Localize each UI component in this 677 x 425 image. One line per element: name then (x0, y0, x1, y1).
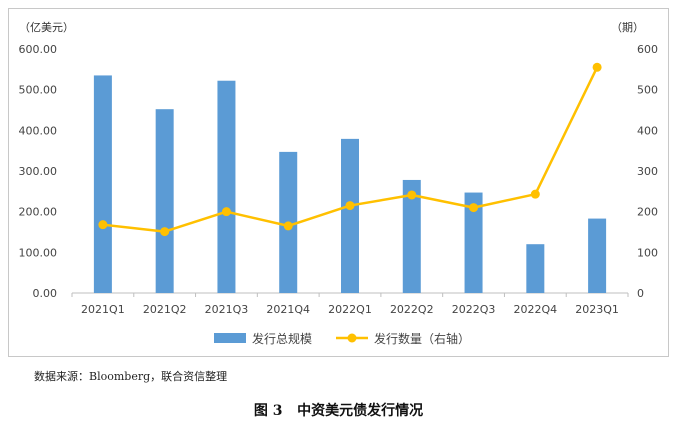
left-tick-label: 400.00 (19, 124, 58, 137)
right-axis-unit: （期） (611, 21, 644, 34)
x-tick-label: 2022Q1 (328, 303, 372, 316)
chart-frame: （亿美元） （期） 0.00 100.00 200.00 300.00 400.00 500.… (8, 8, 669, 357)
x-tick-label: 2021Q3 (205, 303, 249, 316)
bar-issuance-size (526, 244, 545, 293)
legend-bar-swatch (214, 333, 246, 343)
legend-line-marker (347, 333, 357, 343)
line-point (407, 190, 417, 200)
x-tick-label: 2022Q2 (390, 303, 434, 316)
x-tick-label: 2021Q1 (81, 303, 125, 316)
bar-issuance-size (93, 75, 112, 293)
chart-plot: （亿美元） （期） 0.00 100.00 200.00 300.00 400.00 500.… (19, 21, 659, 346)
bar-issuance-size (341, 138, 359, 293)
source-note: 数据来源：Bloomberg，联合资信整理 (34, 370, 228, 383)
x-tick-label: 2022Q3 (452, 303, 496, 316)
line-point (592, 62, 602, 72)
x-tick-label: 2023Q1 (575, 303, 619, 316)
right-tick-label: 200 (637, 206, 658, 219)
left-tick-label: 200.00 (19, 206, 58, 219)
right-tick-label: 400 (637, 124, 658, 137)
line-point (283, 221, 293, 231)
bar-issuance-size (217, 80, 236, 293)
left-axis-unit: （亿美元） (19, 21, 74, 34)
left-tick-label: 100.00 (19, 246, 58, 259)
x-tick-label: 2022Q4 (514, 303, 558, 316)
legend-bar-label: 发行总规模 (252, 331, 312, 346)
bar-issuance-size (464, 192, 483, 293)
figure-caption: 图 3 中资美元债发行情况 (253, 403, 424, 419)
line-point (469, 203, 479, 213)
line-point (160, 227, 170, 237)
line-point (98, 220, 108, 230)
right-tick-label: 0 (637, 287, 644, 300)
left-tick-label: 0.00 (33, 287, 58, 300)
line-point (530, 189, 540, 199)
right-tick-label: 300 (637, 165, 658, 178)
bar-issuance-size (402, 179, 421, 293)
line-point (221, 207, 231, 217)
left-tick-label: 500.00 (19, 84, 58, 97)
left-tick-label: 600.00 (19, 43, 58, 56)
right-tick-label: 600 (637, 43, 658, 56)
line-point (345, 201, 355, 211)
right-tick-label: 500 (637, 84, 658, 97)
x-tick-label: 2021Q2 (143, 303, 187, 316)
bar-issuance-size (588, 218, 607, 293)
bar-issuance-size (155, 109, 174, 293)
left-tick-label: 300.00 (19, 165, 58, 178)
x-tick-label: 2021Q4 (266, 303, 310, 316)
right-tick-label: 100 (637, 246, 658, 259)
legend-line-label: 发行数量（右轴） (374, 331, 470, 346)
